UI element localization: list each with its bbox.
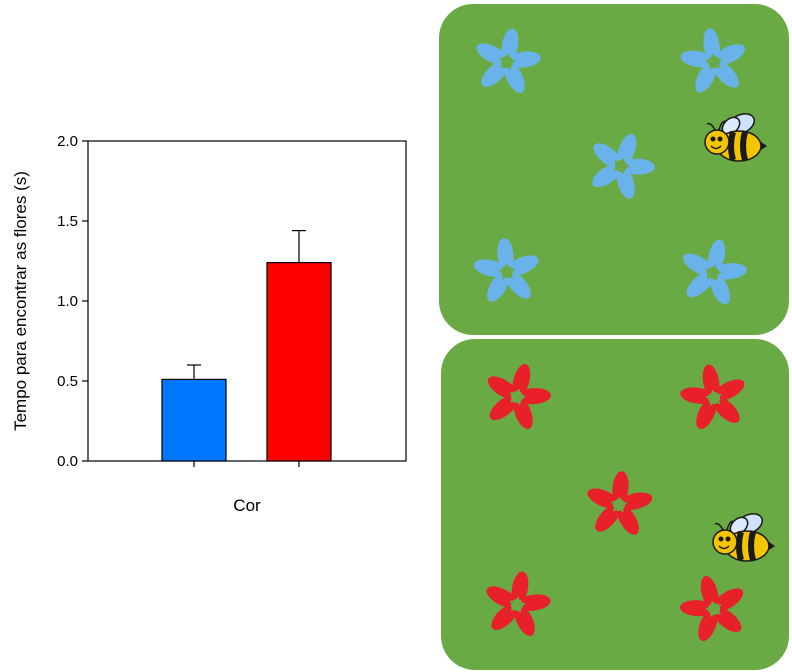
- bars: [161, 230, 332, 467]
- blue-flower-field-panel: [439, 4, 789, 335]
- flower-icon: [671, 567, 756, 650]
- bar: [266, 262, 332, 462]
- plot-frame: [87, 140, 407, 462]
- flower-icon: [673, 358, 754, 436]
- flower-icon: [477, 565, 558, 643]
- flower-icon: [469, 235, 545, 308]
- flower-icon: [674, 23, 753, 99]
- y-tick-label: 2.0: [57, 133, 78, 150]
- bar-chart: 0.0 0.5 1.0 1.5 2.0 Tempo para encontrar as …: [11, 133, 407, 515]
- y-tick-label: 1.0: [57, 293, 78, 310]
- y-tick-label: 1.5: [57, 213, 78, 230]
- y-axis: 0.0 0.5 1.0 1.5 2.0: [57, 133, 88, 470]
- y-tick-label: 0.5: [57, 373, 78, 390]
- flower-icon: [672, 232, 755, 312]
- y-tick-label: 0.0: [57, 453, 78, 470]
- flower-icon: [467, 22, 548, 100]
- bar: [161, 378, 227, 462]
- red-flower-field-panel: [441, 339, 789, 670]
- flower-icon: [577, 122, 666, 209]
- y-axis-label: Tempo para encontrar as flores (s): [11, 171, 30, 431]
- flower-icon: [581, 468, 657, 541]
- x-axis-label: Cor: [233, 496, 261, 515]
- flower-icon: [475, 355, 560, 438]
